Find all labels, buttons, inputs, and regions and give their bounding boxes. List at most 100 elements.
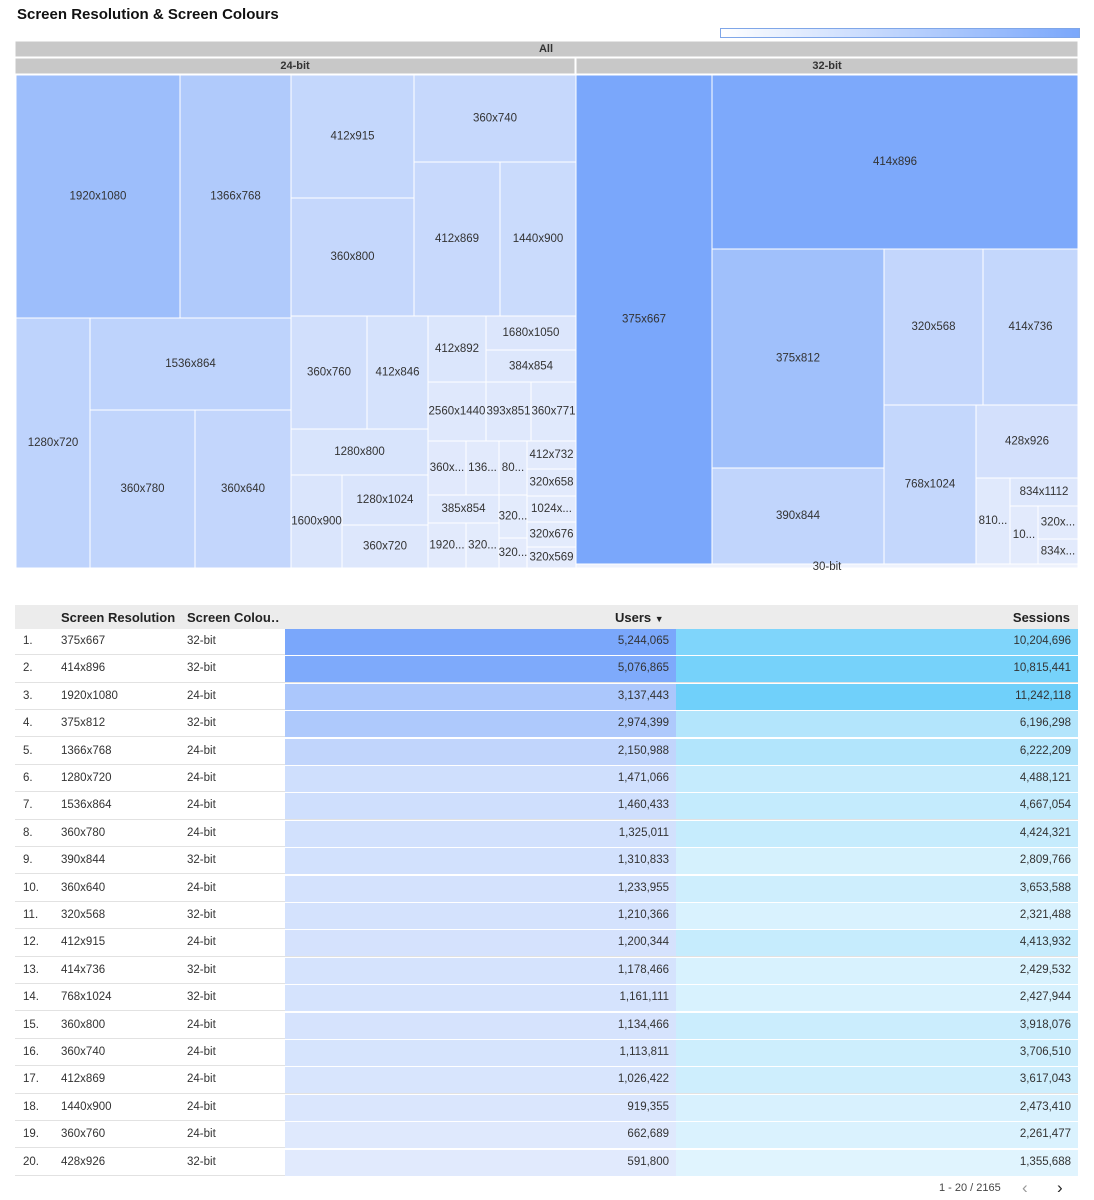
treemap-24bit-cell[interactable] xyxy=(427,522,467,569)
treemap-32bit-cell[interactable] xyxy=(1037,505,1079,540)
treemap-24bit-cell[interactable] xyxy=(498,537,528,569)
treemap-32bit-cell[interactable] xyxy=(975,404,1079,479)
treemap-30bit-cell[interactable] xyxy=(575,563,1079,569)
table-row[interactable]: 12. 412x915 24-bit 1,200,344 4,413,932 xyxy=(15,930,1078,957)
table-row[interactable]: 4. 375x812 32-bit 2,974,399 6,196,298 xyxy=(15,711,1078,738)
table-row[interactable]: 14. 768x1024 32-bit 1,161,111 2,427,944 xyxy=(15,985,1078,1012)
treemap-24bit-cell-label: 360x640 xyxy=(221,483,265,495)
treemap-24bit-cell[interactable] xyxy=(341,474,429,526)
treemap-24bit-cell[interactable] xyxy=(485,349,577,384)
treemap-32bit-cell-label: 375x667 xyxy=(622,314,666,326)
treemap-24bit-cell-label: 1536x864 xyxy=(165,358,216,370)
treemap-32bit-cell[interactable] xyxy=(711,248,885,469)
sessions-heat-cell: 2,261,477 xyxy=(676,1122,1078,1149)
treemap-32bit-cell[interactable] xyxy=(982,248,1079,406)
treemap-32bit-cell[interactable] xyxy=(975,477,1011,565)
treemap-24bit-cell[interactable] xyxy=(15,317,91,569)
row-index: 17. xyxy=(23,1073,39,1086)
table-row[interactable]: 3. 1920x1080 24-bit 3,137,443 11,242,118 xyxy=(15,683,1078,711)
treemap-24bit-cell[interactable] xyxy=(366,315,429,430)
treemap-24bit-cell[interactable] xyxy=(526,468,577,497)
treemap-chart[interactable]: All 24-bit 32-bit 1920x1080 1366x768 412x915 3… xyxy=(0,0,1094,580)
header-sessions[interactable]: Sessions xyxy=(1012,610,1070,625)
row-index: 15. xyxy=(23,1018,39,1031)
table-row[interactable]: 15. 360x800 24-bit 1,134,466 3,918,076 xyxy=(15,1012,1078,1039)
table-row[interactable]: 11. 320x568 32-bit 1,210,366 2,321,488 xyxy=(15,903,1078,930)
treemap-24bit-cell[interactable] xyxy=(499,161,577,317)
treemap-24bit-cell[interactable] xyxy=(341,524,429,569)
row-index: 18. xyxy=(23,1100,39,1113)
cell-screen-colours: 24-bit xyxy=(187,744,216,757)
treemap-24bit-cell-label: 1280x720 xyxy=(28,437,79,449)
treemap-24bit-cell[interactable] xyxy=(179,74,292,319)
treemap-32bit-cell[interactable] xyxy=(1009,505,1039,565)
header-users[interactable]: Users ▼ xyxy=(615,610,664,625)
table-row[interactable]: 13. 414x736 32-bit 1,178,466 2,429,532 xyxy=(15,957,1078,985)
cell-screen-colours: 24-bit xyxy=(187,1046,216,1058)
cell-sessions: 2,261,477 xyxy=(1019,1128,1071,1141)
treemap-group-label-24bit: 24-bit xyxy=(280,60,310,72)
cell-users: 1,471,066 xyxy=(617,772,669,784)
treemap-24bit-cell[interactable] xyxy=(290,474,343,569)
table-row[interactable]: 10. 360x640 24-bit 1,233,955 3,653,588 xyxy=(15,875,1078,902)
treemap-24bit-cell[interactable] xyxy=(427,381,487,442)
treemap-24bit-cell[interactable] xyxy=(290,197,415,317)
chevron-right-icon[interactable]: › xyxy=(1057,1178,1063,1197)
treemap-24bit-cell-label: 412x869 xyxy=(435,233,479,245)
treemap-32bit-cell[interactable] xyxy=(883,404,977,565)
table-row[interactable]: 8. 360x780 24-bit 1,325,011 4,424,321 xyxy=(15,820,1078,848)
table-row[interactable]: 2. 414x896 32-bit 5,076,865 10,815,441 xyxy=(15,656,1078,683)
cell-sessions: 2,321,488 xyxy=(1019,909,1071,921)
table-row[interactable]: 20. 428x926 32-bit 591,800 1,355,688 xyxy=(15,1149,1078,1176)
table-row[interactable]: 6. 1280x720 24-bit 1,471,066 4,488,121 xyxy=(15,766,1078,793)
treemap-24bit-cell[interactable] xyxy=(194,409,292,569)
treemap-24bit-cell[interactable] xyxy=(485,315,577,351)
treemap-group-header-24bit[interactable] xyxy=(14,57,576,75)
treemap-24bit-cell[interactable] xyxy=(465,440,500,496)
table-row[interactable]: 5. 1366x768 24-bit 2,150,988 6,222,209 xyxy=(15,738,1078,765)
treemap-24bit-cell-label: 1680x1050 xyxy=(503,327,560,339)
table-row[interactable]: 17. 412x869 24-bit 1,026,422 3,617,043 xyxy=(15,1067,1078,1094)
treemap-32bit-cell[interactable] xyxy=(883,248,984,406)
treemap-24bit-cell[interactable] xyxy=(485,381,532,442)
treemap-32bit-cell-label: 320x... xyxy=(1041,517,1076,529)
table-row[interactable]: 9. 390x844 32-bit 1,310,833 2,809,766 xyxy=(15,848,1078,875)
treemap-32bit-cell[interactable] xyxy=(711,74,1079,250)
treemap-24bit-cell[interactable] xyxy=(498,494,528,539)
treemap-32bit-cell-label: 390x844 xyxy=(776,510,821,522)
table-row[interactable]: 16. 360x740 24-bit 1,113,811 3,706,510 xyxy=(15,1040,1078,1067)
treemap-24bit-cell[interactable] xyxy=(15,74,181,319)
treemap-24bit-cell[interactable] xyxy=(526,440,577,470)
cell-users: 1,200,344 xyxy=(617,936,669,949)
users-heat-cell: 2,150,988 xyxy=(285,738,676,765)
header-screen-colours[interactable]: Screen Colou… xyxy=(187,610,279,625)
table-row[interactable]: 18. 1440x900 24-bit 919,355 2,473,410 xyxy=(15,1094,1078,1122)
treemap-24bit-cell[interactable] xyxy=(89,409,196,569)
cell-sessions: 10,204,696 xyxy=(1013,635,1071,647)
treemap-24bit-cell[interactable] xyxy=(290,315,368,430)
treemap-24bit-cell-label: 2560x1440 xyxy=(429,406,486,418)
treemap-24bit-cell-label: 1440x900 xyxy=(513,233,564,245)
table-row[interactable]: 1. 375x667 32-bit 5,244,065 10,204,696 xyxy=(15,629,1078,656)
sessions-heat-cell: 4,413,932 xyxy=(676,930,1078,957)
cell-screen-colours: 24-bit xyxy=(187,1128,216,1141)
treemap-32bit-cell[interactable] xyxy=(575,74,713,565)
treemap-24bit-cell[interactable] xyxy=(427,315,487,383)
treemap-32bit-cell[interactable] xyxy=(711,467,885,565)
treemap-24bit-cell[interactable] xyxy=(290,428,429,476)
header-screen-resolution[interactable]: Screen Resolution xyxy=(61,610,176,625)
treemap-24bit-cell[interactable] xyxy=(530,381,577,442)
treemap-group-header-32bit[interactable] xyxy=(575,57,1079,75)
cell-screen-colours: 24-bit xyxy=(187,826,216,839)
cell-screen-resolution: 1280x720 xyxy=(61,772,112,784)
treemap-root-header[interactable] xyxy=(14,40,1079,58)
cell-screen-colours: 24-bit xyxy=(187,881,216,894)
row-index: 5. xyxy=(23,744,33,757)
row-index: 9. xyxy=(23,854,33,867)
treemap-32bit-cell-label: 375x812 xyxy=(776,353,820,365)
chevron-left-icon[interactable]: ‹ xyxy=(1022,1178,1028,1197)
table-row[interactable]: 7. 1536x864 24-bit 1,460,433 4,667,054 xyxy=(15,793,1078,820)
cell-screen-resolution: 320x568 xyxy=(61,909,106,921)
table-row[interactable]: 19. 360x760 24-bit 662,689 2,261,477 xyxy=(15,1122,1078,1149)
treemap-24bit-cell[interactable] xyxy=(413,161,501,317)
